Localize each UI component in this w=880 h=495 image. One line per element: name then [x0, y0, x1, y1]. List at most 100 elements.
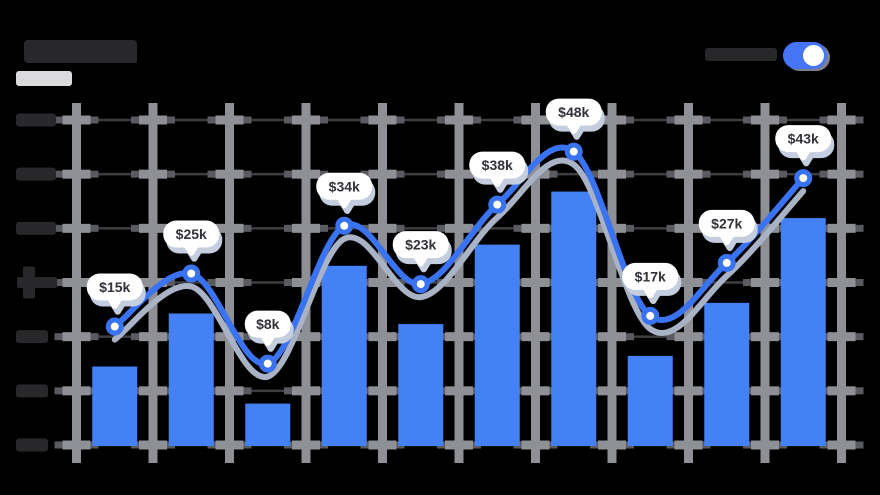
grid-cross — [292, 169, 320, 179]
grid-nub — [284, 116, 292, 124]
data-point[interactable] — [335, 216, 354, 235]
data-point[interactable] — [258, 354, 277, 373]
tooltip-bubble — [622, 262, 679, 290]
grid-nub — [779, 116, 787, 124]
grid-cross — [62, 332, 91, 342]
grid-nub — [626, 333, 634, 341]
grid-nub — [855, 116, 864, 124]
bar[interactable] — [321, 265, 367, 446]
tooltip-bubble — [392, 231, 449, 259]
grid-cross — [368, 440, 397, 450]
grid-cross — [598, 440, 626, 450]
grid-nub — [284, 387, 292, 395]
grid-nub — [243, 170, 252, 178]
grid-nub — [320, 224, 328, 232]
grid-cross — [139, 440, 167, 450]
grid-nub — [207, 116, 216, 124]
tooltip: $48k — [545, 98, 605, 140]
tooltip-tail — [259, 335, 276, 346]
data-point[interactable] — [717, 253, 736, 272]
grid-cross — [827, 223, 856, 233]
y-tick-placeholder-plus — [17, 277, 57, 289]
bar[interactable] — [245, 403, 291, 446]
grid-cross — [62, 115, 91, 125]
grid-nub — [549, 170, 558, 178]
tooltip-bubble — [316, 172, 373, 200]
grid-nub — [54, 170, 63, 178]
grid-cross — [827, 386, 856, 396]
grid-cross — [445, 223, 473, 233]
grid-cross — [751, 115, 779, 125]
tooltip-tail — [565, 123, 582, 134]
grid-cross — [521, 440, 550, 450]
tooltip: $38k — [469, 151, 529, 193]
grid-cross — [368, 223, 397, 233]
grid-nub — [626, 170, 634, 178]
subtitle-placeholder — [16, 71, 72, 86]
tooltip-tail — [106, 298, 123, 309]
grid-nub — [396, 224, 405, 232]
grid-nub — [54, 279, 63, 287]
grid-nub — [473, 116, 481, 124]
tooltip-text: $34k — [329, 178, 360, 194]
y-axis-labels — [16, 113, 57, 452]
grid-cross — [674, 169, 703, 179]
grid-nub — [320, 116, 328, 124]
grid-nub — [284, 279, 292, 287]
data-point[interactable] — [794, 169, 813, 188]
grid-cross — [445, 386, 473, 396]
data-point[interactable] — [105, 317, 124, 336]
grid-cross — [521, 278, 550, 288]
y-tick-placeholder — [16, 221, 56, 235]
trend-line — [111, 144, 807, 367]
data-point[interactable] — [488, 195, 507, 214]
tooltip-text: $43k — [788, 131, 819, 147]
tooltip-text: $38k — [482, 157, 513, 173]
bar[interactable] — [627, 355, 673, 446]
grid-cross — [215, 115, 244, 125]
grid-nub — [513, 116, 522, 124]
grid-nub — [207, 279, 216, 287]
grid-cross — [292, 115, 320, 125]
grid-nub — [396, 116, 405, 124]
grid-cross — [674, 386, 703, 396]
tooltip: $23k — [392, 231, 452, 273]
data-point[interactable] — [182, 264, 201, 283]
tooltip: $27k — [698, 209, 758, 252]
tooltip-bubble — [469, 151, 526, 179]
grid-cross — [521, 223, 550, 233]
grid-nub — [743, 170, 751, 178]
grid-cross — [598, 278, 626, 288]
grid-cross — [751, 223, 779, 233]
bar[interactable] — [398, 324, 444, 446]
grid-nub — [666, 116, 675, 124]
data-point[interactable] — [641, 306, 660, 325]
grid-cross — [62, 169, 91, 179]
grid-cross — [827, 115, 856, 125]
bar[interactable] — [551, 191, 597, 446]
grid-cross — [292, 386, 320, 396]
grid-nub — [360, 116, 369, 124]
y-tick-placeholder — [16, 384, 48, 398]
grid-cross — [674, 440, 703, 450]
grid-nub — [779, 170, 787, 178]
grid-cross — [139, 169, 167, 179]
data-point[interactable] — [564, 142, 583, 161]
toggle-switch[interactable] — [783, 42, 827, 69]
grid-cross — [292, 223, 320, 233]
bar[interactable] — [474, 244, 520, 446]
tooltip-bubble — [86, 273, 143, 301]
bar[interactable] — [780, 218, 826, 446]
tooltip-text: $23k — [405, 237, 436, 253]
grid-nub — [819, 116, 828, 124]
bar[interactable] — [168, 313, 214, 447]
grid-nub — [666, 170, 675, 178]
bar[interactable] — [704, 302, 750, 446]
grid-nub — [90, 170, 99, 178]
title-placeholder-step — [126, 50, 137, 63]
grid-cross — [521, 332, 550, 342]
data-point[interactable] — [411, 275, 430, 294]
bar[interactable] — [92, 366, 138, 447]
grid-nub — [855, 441, 864, 449]
